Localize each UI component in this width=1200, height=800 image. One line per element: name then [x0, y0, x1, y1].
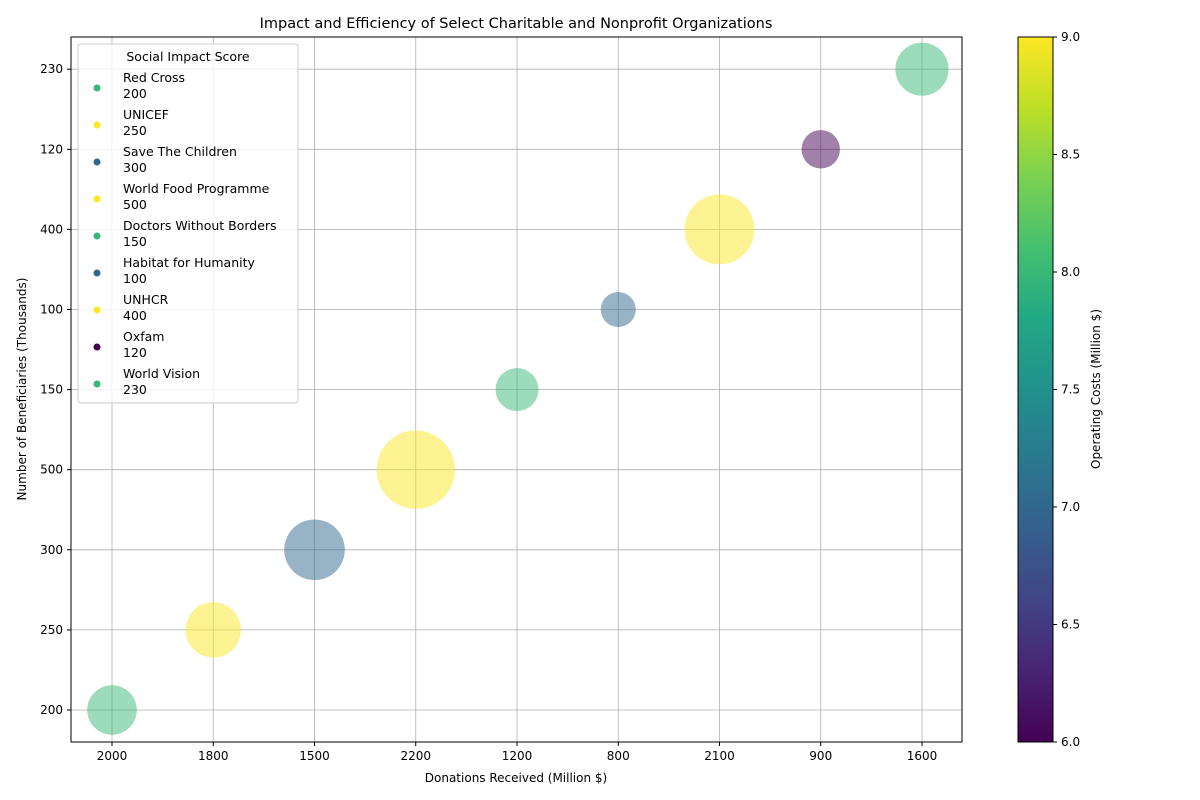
x-axis-label: Donations Received (Million $)	[425, 771, 607, 785]
legend-entry-name: World Vision	[123, 366, 200, 381]
x-tick-label: 1200	[502, 749, 533, 763]
colorbar-tick-label: 8.0	[1061, 265, 1080, 279]
bubble-series	[87, 42, 949, 735]
bubble-unicef	[185, 602, 241, 658]
chart-title: Impact and Efficiency of Select Charitab…	[260, 16, 773, 32]
y-tick-label: 300	[40, 543, 63, 557]
colorbar-gradient	[1017, 36, 1054, 743]
bubble-save-the-children	[284, 519, 345, 581]
y-tick-label: 250	[40, 623, 63, 637]
legend-marker	[93, 84, 101, 92]
legend-entry-name: Doctors Without Borders	[123, 218, 277, 233]
x-axis: 2000 1800 1500 2200 1200 800 2100 900 1600	[97, 742, 938, 763]
legend-title: Social Impact Score	[126, 49, 250, 64]
colorbar-tick-label: 6.0	[1061, 735, 1080, 749]
colorbar-tick-label: 9.0	[1061, 30, 1080, 44]
bubble-world-food-programme	[376, 430, 455, 509]
bubble-doctors-without-borders	[495, 368, 539, 412]
legend-entry-value: 250	[123, 123, 147, 138]
legend-entry-name: Save The Children	[123, 144, 237, 159]
bubble-unhcr	[684, 194, 755, 265]
legend-entry-name: Habitat for Humanity	[123, 255, 256, 270]
x-tick-label: 1500	[299, 749, 330, 763]
colorbar-tick-label: 6.5	[1061, 618, 1080, 632]
y-tick-label: 400	[40, 222, 63, 236]
bubble-oxfam	[801, 130, 840, 169]
x-tick-label: 1600	[907, 749, 938, 763]
legend-marker	[93, 121, 101, 129]
colorbar: Operating Costs (Million $) 6.0 6.5 7.0 7.5…	[1017, 30, 1103, 749]
legend-entry-value: 400	[123, 308, 147, 323]
bubble-habitat-for-humanity	[600, 292, 636, 327]
legend-entry-value: 100	[123, 271, 147, 286]
legend-entry-name: UNHCR	[123, 292, 169, 307]
bubble-red-cross	[87, 685, 137, 735]
colorbar-tick-label: 8.5	[1061, 148, 1080, 162]
legend-entry-name: UNICEF	[123, 107, 169, 122]
legend-marker	[93, 306, 101, 314]
legend-marker	[93, 195, 101, 203]
colorbar-tick-label: 7.0	[1061, 500, 1080, 514]
legend-entry-name: Oxfam	[123, 329, 164, 344]
legend-entry-name: World Food Programme	[123, 181, 270, 196]
x-tick-label: 1800	[198, 749, 229, 763]
colorbar-label: Operating Costs (Million $)	[1089, 309, 1103, 469]
legend-box	[77, 43, 299, 404]
y-tick-label: 230	[40, 62, 63, 76]
legend-marker	[93, 380, 101, 388]
legend-marker	[93, 232, 101, 240]
legend-marker	[93, 158, 101, 166]
legend-entry-value: 230	[123, 382, 147, 397]
x-tick-label: 2200	[400, 749, 431, 763]
y-axis-label: Number of Beneficiaries (Thousands)	[15, 278, 29, 501]
legend-entry-value: 200	[123, 86, 147, 101]
y-tick-label: 100	[40, 303, 63, 317]
x-tick-label: 2100	[704, 749, 735, 763]
x-tick-label: 2000	[97, 749, 128, 763]
colorbar-tick-label: 7.5	[1061, 383, 1080, 397]
legend-entry-value: 120	[123, 345, 147, 360]
y-tick-label: 120	[40, 142, 63, 156]
y-tick-label: 150	[40, 383, 63, 397]
legend-marker	[93, 343, 101, 351]
y-tick-label: 500	[40, 463, 63, 477]
y-axis: 200 250 300 500 150 100 400 120 230	[40, 62, 71, 717]
legend-entry-value: 300	[123, 160, 147, 175]
legend-entry-name: Red Cross	[123, 70, 185, 85]
legend-marker	[93, 269, 101, 277]
legend-entry-value: 150	[123, 234, 147, 249]
bubble-world-vision	[895, 42, 949, 96]
x-tick-label: 800	[607, 749, 630, 763]
legend-entry-value: 500	[123, 197, 147, 212]
x-tick-label: 900	[809, 749, 832, 763]
y-tick-label: 200	[40, 703, 63, 717]
